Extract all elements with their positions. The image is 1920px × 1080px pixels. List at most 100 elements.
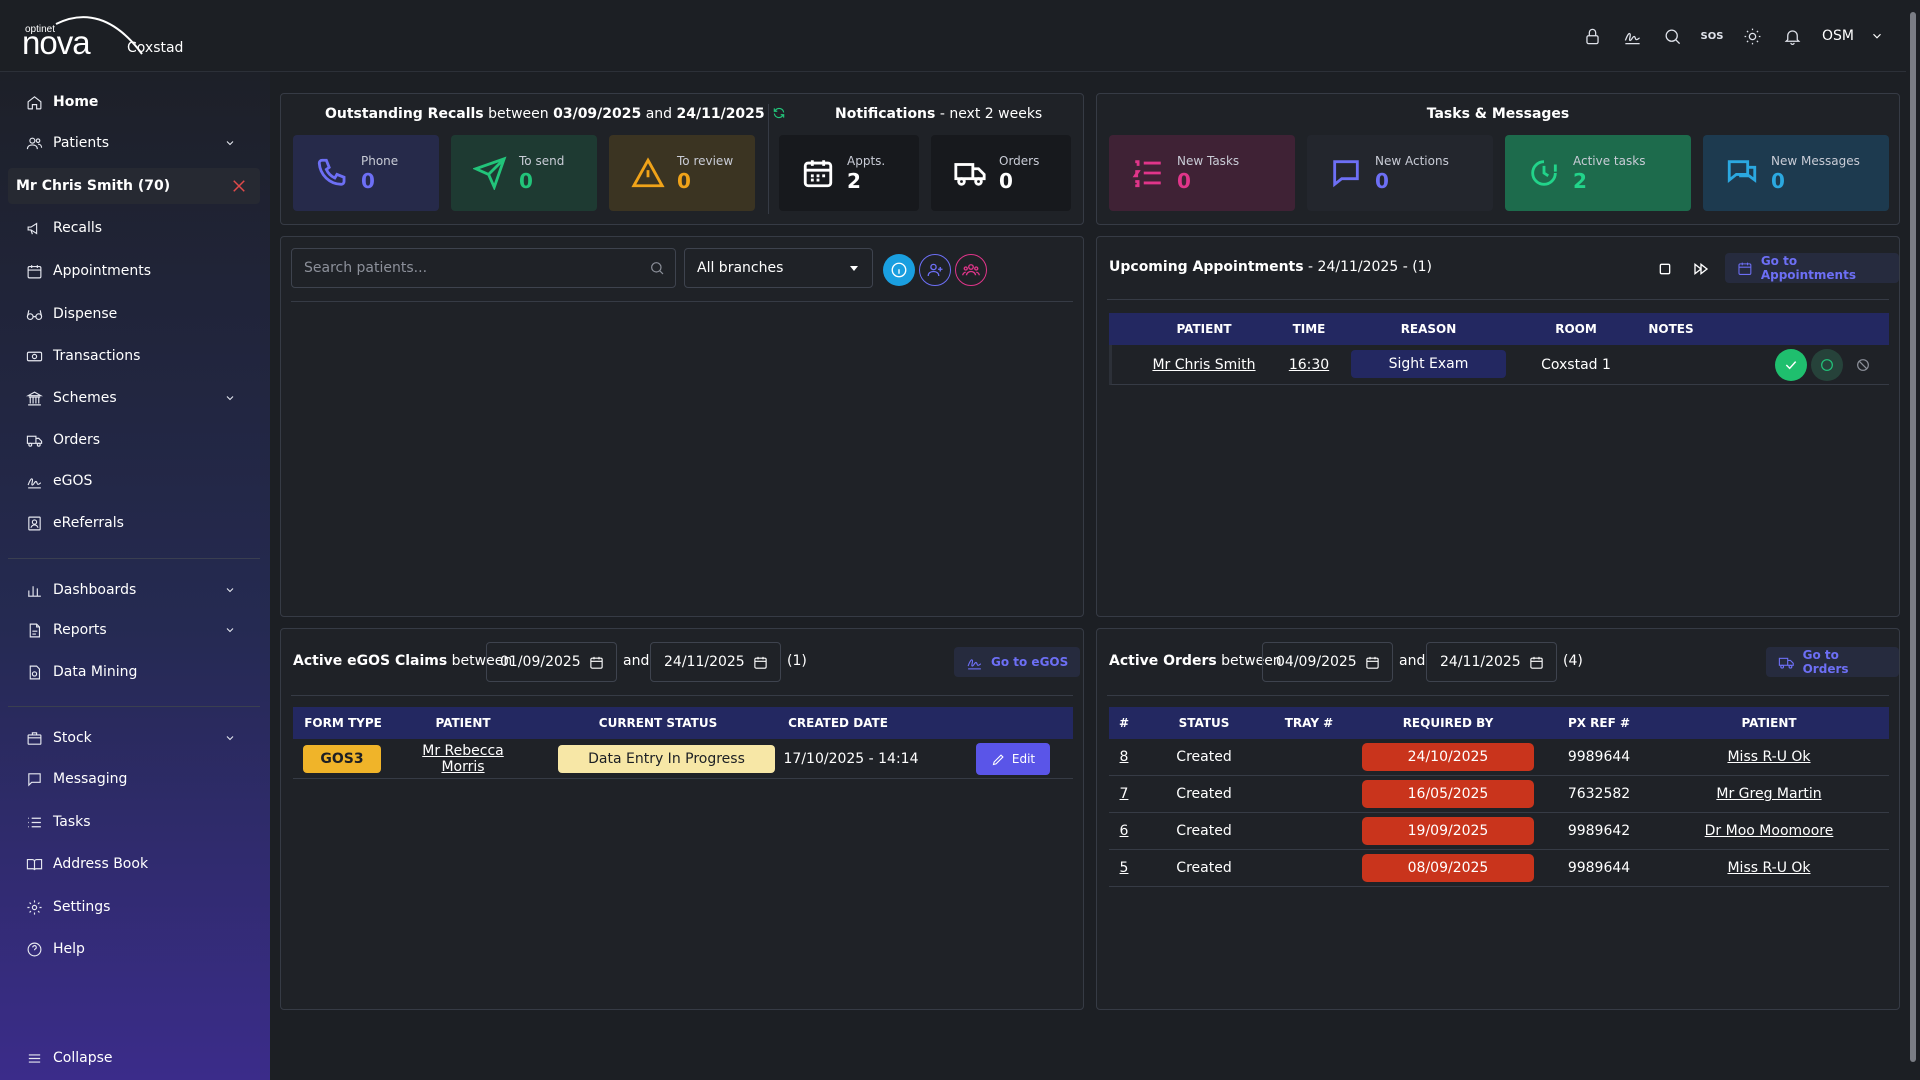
sidebar-item-messaging[interactable]: Messaging [0,761,262,797]
upcoming-title-bold: Upcoming Appointments [1109,259,1304,275]
sidebar-item-data-mining[interactable]: Data Mining [0,654,262,690]
user-menu[interactable]: OSM [1822,28,1884,44]
orders-start-date-input[interactable]: 04/09/2025 [1262,642,1393,682]
egos-start-date-input[interactable]: 01/09/2025 [486,642,617,682]
page-scrollbar[interactable] [1906,0,1920,1080]
scrollbar-thumb[interactable] [1910,12,1916,1062]
sidebar-item-appointments[interactable]: Appointments [0,253,262,289]
card-label: New Actions [1375,153,1449,168]
lock-icon[interactable] [1572,22,1612,50]
recall-card-to-review[interactable]: To review 0 [609,135,755,211]
recall-card-to-send[interactable]: To send 0 [451,135,597,211]
egos-patient-link[interactable]: Mr Rebecca Morris [422,742,504,775]
order-number-link[interactable]: 8 [1119,749,1129,765]
order-row[interactable]: 7 Created 16/05/2025 7632582 Mr Greg Mar… [1109,776,1889,813]
upcoming-title-rest: - 24/11/2025 - (1) [1308,259,1433,275]
sidebar-item-help[interactable]: Help [0,931,262,967]
egos-created-date: 17/10/2025 - 14:14 [783,750,919,767]
info-button[interactable] [883,254,915,286]
egos-end-date-input[interactable]: 24/11/2025 [650,642,781,682]
building-icon [26,390,43,405]
sidebar-item-label: Address Book [53,856,149,872]
collapse-button[interactable]: Collapse [0,1040,262,1076]
message-icon [28,772,41,787]
task-card-new-tasks[interactable]: New Tasks 0 [1109,135,1295,211]
signature-icon[interactable] [1612,22,1652,50]
sidebar-item-label: Recalls [53,220,103,236]
users-icon [26,137,43,149]
check-in-button[interactable] [1775,349,1807,381]
order-patient-link[interactable]: Mr Greg Martin [1716,786,1822,802]
patient-group-button[interactable] [955,254,987,286]
truck-icon [26,435,43,447]
cancel-button[interactable] [1847,349,1879,381]
stop-icon[interactable] [1657,261,1673,277]
megaphone-icon [27,222,38,234]
sidebar-item-ereferrals[interactable]: eReferrals [0,505,262,541]
add-patient-button[interactable] [919,254,951,286]
order-patient-link[interactable]: Miss R-U Ok [1727,749,1811,765]
sidebar-item-home[interactable]: Home [0,84,262,120]
order-patient-link[interactable]: Miss R-U Ok [1727,860,1811,876]
order-px-ref: 7632582 [1567,786,1631,802]
order-row[interactable]: 6 Created 19/09/2025 9989642 Dr Moo Moom… [1109,813,1889,850]
sidebar-item-tasks[interactable]: Tasks [0,804,262,840]
truck-icon [954,163,986,186]
sidebar-item-dispense[interactable]: Dispense [0,296,262,332]
order-number-link[interactable]: 6 [1119,823,1129,839]
current-patient-tab[interactable]: Mr Chris Smith (70) [8,168,260,204]
branch-select[interactable]: All branches [684,248,873,288]
order-row[interactable]: 8 Created 24/10/2025 9989644 Miss R-U Ok [1109,739,1889,776]
message-button[interactable] [1811,349,1843,381]
nova-logo[interactable]: optinet nova [22,14,143,62]
col-header-patient: PATIENT [435,716,491,730]
search-input[interactable]: Search patients... [291,248,676,288]
close-icon[interactable] [230,177,248,195]
sidebar-item-reports[interactable]: Reports [0,612,262,648]
notification-card-orders[interactable]: Orders 0 [931,135,1071,211]
sidebar-item-dashboards[interactable]: Dashboards [0,572,262,608]
fast-forward-icon[interactable] [1692,261,1710,277]
sidebar-item-orders[interactable]: Orders [0,422,262,458]
sidebar-item-label: Reports [53,622,107,638]
orders-end-date-input[interactable]: 24/11/2025 [1426,642,1557,682]
sidebar-item-recalls[interactable]: Recalls [0,210,262,246]
go-to-egos-button[interactable]: Go to eGOS [954,647,1081,677]
task-card-active-tasks[interactable]: Active tasks 2 [1505,135,1691,211]
sidebar-item-patients[interactable]: Patients [0,125,262,161]
go-to-orders-button[interactable]: Go to Orders [1766,647,1899,677]
sos-icon[interactable]: SOS [1692,22,1732,50]
go-to-appointments-button[interactable]: Go to Appointments [1725,253,1899,283]
sidebar-item-label: Home [53,94,99,110]
task-card-new-actions[interactable]: New Actions 0 [1307,135,1493,211]
refresh-icon[interactable] [772,106,786,120]
order-patient-link[interactable]: Dr Moo Moomoore [1704,823,1834,839]
order-number-link[interactable]: 5 [1119,860,1129,876]
search-icon[interactable] [1652,22,1692,50]
orders-count: (4) [1563,653,1583,669]
appointment-patient-link[interactable]: Mr Chris Smith [1152,356,1256,373]
check-icon [1785,361,1797,370]
appointment-time-link[interactable]: 16:30 [1288,356,1330,373]
bell-icon[interactable] [1772,22,1812,50]
sidebar-item-label: Dashboards [53,582,137,598]
sidebar-item-address-book[interactable]: Address Book [0,846,262,882]
order-status: Created [1176,823,1232,839]
signature-icon [27,477,41,488]
sidebar-item-stock[interactable]: Stock [0,720,262,756]
edit-button[interactable]: Edit [976,743,1050,775]
sidebar-item-egos[interactable]: eGOS [0,463,262,499]
order-row[interactable]: 5 Created 08/09/2025 9989644 Miss R-U Ok [1109,850,1889,887]
sun-icon[interactable] [1732,22,1772,50]
sidebar-item-transactions[interactable]: Transactions [0,338,262,374]
notification-card-appts[interactable]: Appts. 2 [779,135,919,211]
sidebar-item-schemes[interactable]: Schemes [0,380,262,416]
order-number-link[interactable]: 7 [1119,786,1129,802]
egos-row[interactable]: GOS3 Mr Rebecca Morris Data Entry In Pro… [293,739,1073,779]
task-card-new-messages[interactable]: New Messages 0 [1703,135,1889,211]
recall-card-phone[interactable]: Phone 0 [293,135,439,211]
appointment-row[interactable]: Mr Chris Smith 16:30 Sight Exam Coxstad … [1109,345,1889,385]
data-file-icon [29,665,41,679]
info-icon [891,262,907,278]
sidebar-item-settings[interactable]: Settings [0,889,262,925]
